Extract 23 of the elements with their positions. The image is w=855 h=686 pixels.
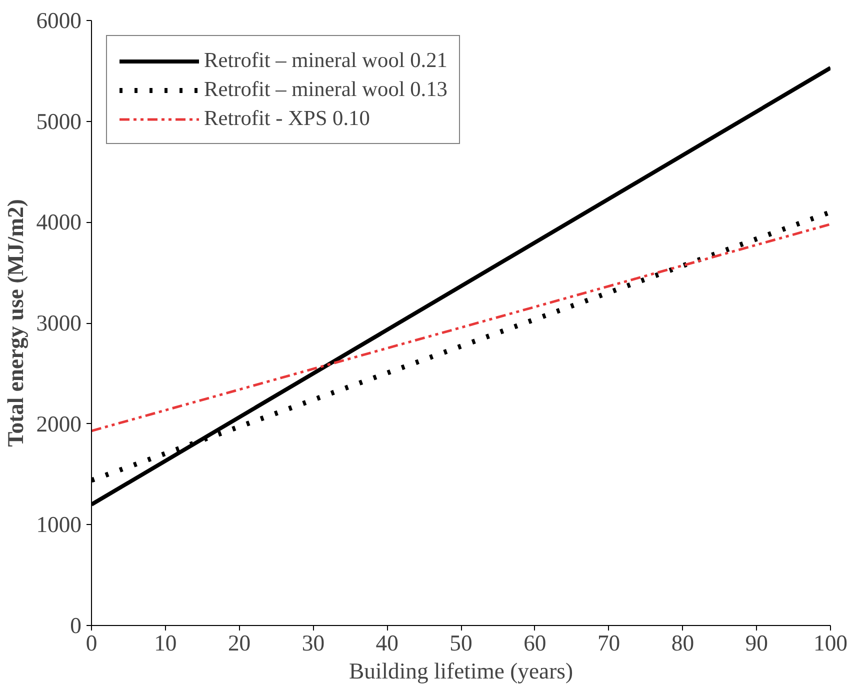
y-tick-label: 3000 [36,310,82,336]
y-tick-label: 4000 [36,210,82,235]
y-tick-label: 6000 [36,8,82,33]
legend-label: Retrofit – mineral wool 0.21 [204,48,448,73]
legend-label: Retrofit - XPS 0.10 [204,106,370,131]
x-tick-label: 30 [302,630,325,656]
x-tick-label: 70 [597,630,620,656]
x-tick-label: 80 [671,630,694,656]
x-tick-label: 90 [745,630,768,656]
y-tick-label: 5000 [36,108,82,134]
y-tick-label: 2000 [36,411,82,436]
x-tick-label: 10 [154,630,177,656]
y-axis-title: Total energy use (MJ/m2) [3,199,28,447]
x-tick-label: 60 [524,630,546,656]
y-tick-label: 1000 [36,512,82,538]
x-tick-label: 20 [228,630,251,656]
x-axis-title: Building lifetime (years) [349,658,574,684]
x-tick-label: 40 [376,630,398,656]
x-tick-label: 100 [814,630,848,656]
x-tick-label: 0 [86,630,98,656]
y-tick-label: 0 [70,613,82,638]
x-tick-label: 50 [450,630,472,656]
legend-label: Retrofit – mineral wool 0.13 [204,77,448,102]
